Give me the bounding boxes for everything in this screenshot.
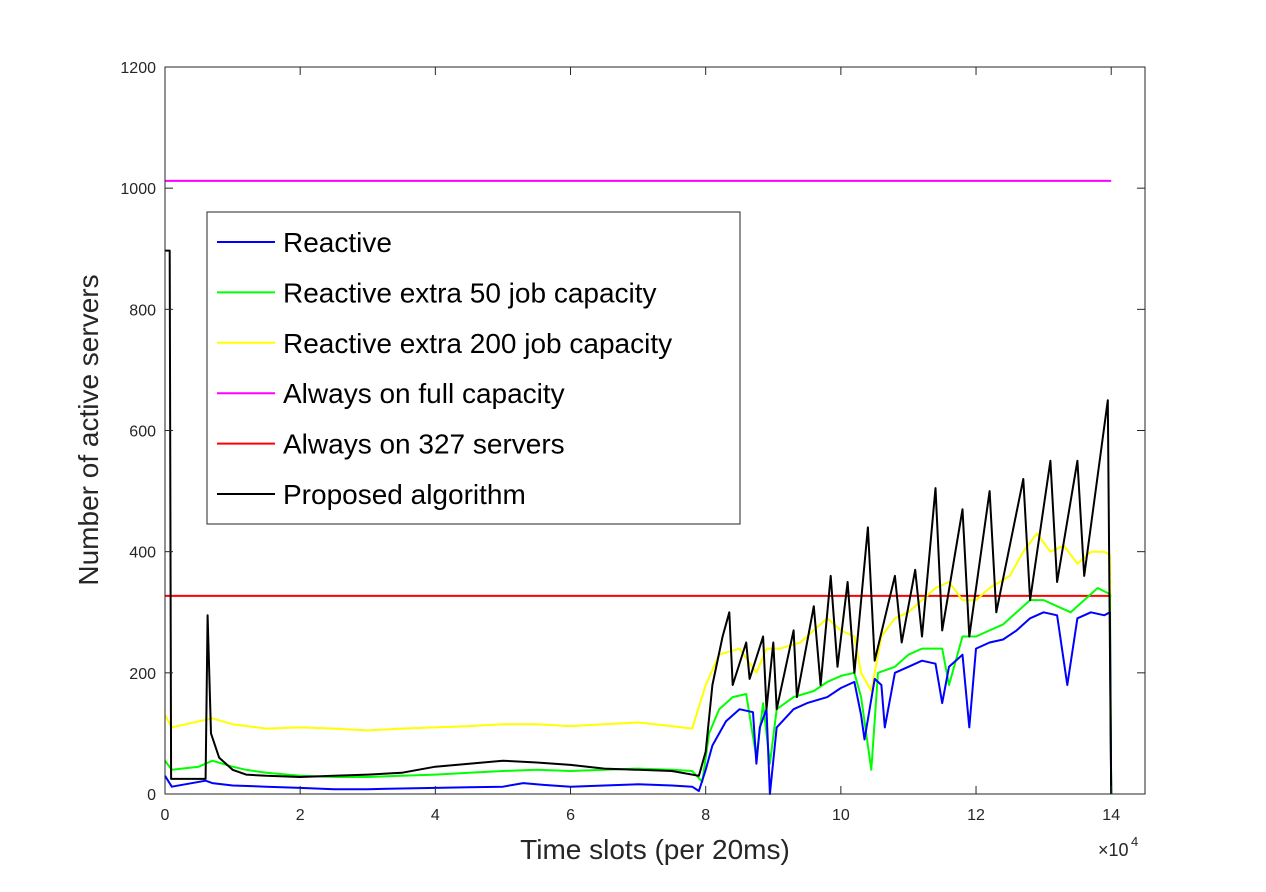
y-tick-label: 0 — [147, 787, 156, 804]
legend-label: Always on 327 servers — [283, 429, 565, 460]
series-layer — [164, 179, 1113, 795]
axis-ticks: 0 2 4 6 8 10 12 14 0 200 400 600 800 1000 1200 — [120, 60, 1145, 824]
x-tick-label: 8 — [701, 807, 710, 824]
legend-label: Reactive extra 50 job capacity — [283, 277, 657, 308]
x-tick-label: 12 — [967, 807, 985, 824]
x-axis-label: Time slots (per 20ms) — [520, 834, 790, 865]
y-tick-label: 600 — [129, 424, 156, 441]
legend-label: Proposed algorithm — [283, 479, 526, 510]
y-tick-label: 1200 — [120, 60, 156, 77]
x-tick-label: 10 — [832, 807, 850, 824]
series-line-reactive-extra-200-job-capacity — [164, 532, 1113, 795]
x-multiplier-label: ×10 — [1098, 840, 1129, 860]
y-tick-label: 400 — [129, 545, 156, 562]
x-tick-label: 14 — [1102, 807, 1120, 824]
legend-label: Always on full capacity — [283, 378, 565, 409]
y-tick-label: 800 — [129, 302, 156, 319]
y-tick-label: 1000 — [120, 181, 156, 198]
legend: Reactive Reactive extra 50 job capacity Re… — [206, 211, 741, 525]
legend-label: Reactive — [283, 227, 392, 258]
x-multiplier-exponent: 4 — [1131, 834, 1138, 849]
x-tick-label: 2 — [296, 807, 305, 824]
x-tick-label: 4 — [431, 807, 440, 824]
y-tick-label: 200 — [129, 666, 156, 683]
series-line-reactive — [164, 611, 1113, 795]
series-line-reactive-extra-50-job-capacity — [164, 587, 1113, 795]
series-line-proposed-algorithm — [165, 249, 1113, 795]
legend-box — [206, 211, 741, 525]
legend-entries: Reactive Reactive extra 50 job capacity Re… — [217, 227, 672, 510]
legend-label: Reactive extra 200 job capacity — [283, 328, 672, 359]
x-tick-label: 6 — [566, 807, 575, 824]
y-axis-label: Number of active servers — [73, 274, 104, 585]
x-tick-label: 0 — [161, 807, 170, 824]
